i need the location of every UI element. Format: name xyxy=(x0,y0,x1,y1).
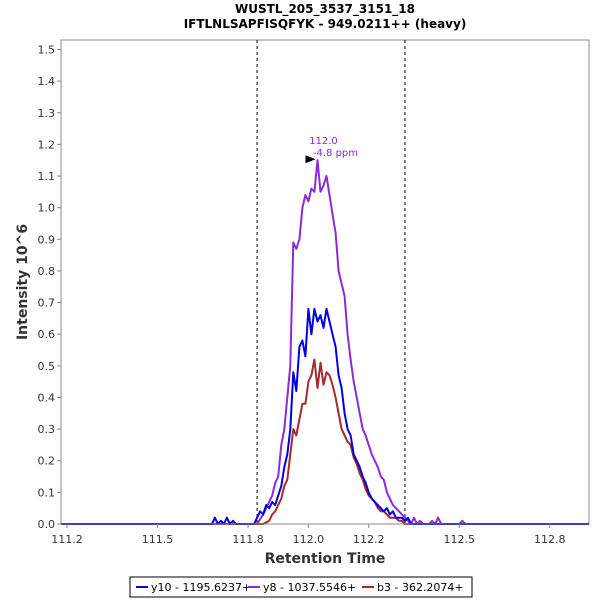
y-tick-label: 0.2 xyxy=(38,455,56,468)
y-tick-label: 0.9 xyxy=(38,233,56,246)
y-tick-label: 1.5 xyxy=(38,43,56,56)
legend-box xyxy=(129,576,473,598)
x-tick-label: 112.2 xyxy=(353,533,385,546)
peak-ppm-label: -4.8 ppm xyxy=(313,148,358,159)
x-tick-label: 111.5 xyxy=(142,533,174,546)
peak-boundaries xyxy=(256,40,406,524)
y-tick-label: 1.1 xyxy=(38,170,56,183)
y-tick-label: 0.4 xyxy=(38,391,56,404)
y-axis-label: Intensity 10^6 xyxy=(15,224,31,340)
y-tick-label: 0.5 xyxy=(38,360,56,373)
x-tick-label: 111.8 xyxy=(232,533,264,546)
series-line xyxy=(61,159,589,525)
x-axis: 111.2 111.5 111.8 112.0 112.2 112.5 112.8 xyxy=(51,523,589,546)
y-tick-label: 0.3 xyxy=(38,423,56,436)
peak-arrow-icon xyxy=(305,155,316,164)
chart-subtitle: IFTLNLSAPFISQFYK - 949.0211++ (heavy) xyxy=(184,17,467,31)
legend-entry: b3 - 362.2074+ xyxy=(377,581,464,594)
x-tick-label: 111.2 xyxy=(51,533,83,546)
x-tick-label: 112.0 xyxy=(293,533,325,546)
chart-title: WUSTL_205_3537_3151_18 xyxy=(235,2,415,17)
y-tick-label: 0.0 xyxy=(38,518,56,531)
y-tick-label: 0.1 xyxy=(38,486,56,499)
y-tick-label: 1.0 xyxy=(38,202,56,215)
x-tick-label: 112.8 xyxy=(534,533,566,546)
y-tick-label: 1.2 xyxy=(38,138,56,151)
y-tick-label: 1.3 xyxy=(38,107,56,120)
legend-entry: y10 - 1195.6237+ xyxy=(151,581,251,594)
x-axis-label: Retention Time xyxy=(265,551,386,567)
peak-retention-label: 112.0 xyxy=(309,136,338,147)
y-tick-label: 0.6 xyxy=(38,328,56,341)
y-tick-label: 0.7 xyxy=(38,297,56,310)
legend-entry: y8 - 1037.5546+ xyxy=(263,581,356,594)
x-tick-label: 112.5 xyxy=(444,533,476,546)
y-tick-label: 0.8 xyxy=(38,265,56,278)
peak-annotation: 112.0 -4.8 ppm xyxy=(305,136,358,164)
legend: y10 - 1195.6237+ y8 - 1037.5546+ b3 - 362.… xyxy=(129,576,473,598)
y-tick-label: 1.4 xyxy=(38,75,56,88)
y-axis: 0.0 0.1 0.2 0.3 0.4 0.5 0.6 0.7 0.8 0.9 1.0 1.1 1.2 1… xyxy=(38,40,62,531)
